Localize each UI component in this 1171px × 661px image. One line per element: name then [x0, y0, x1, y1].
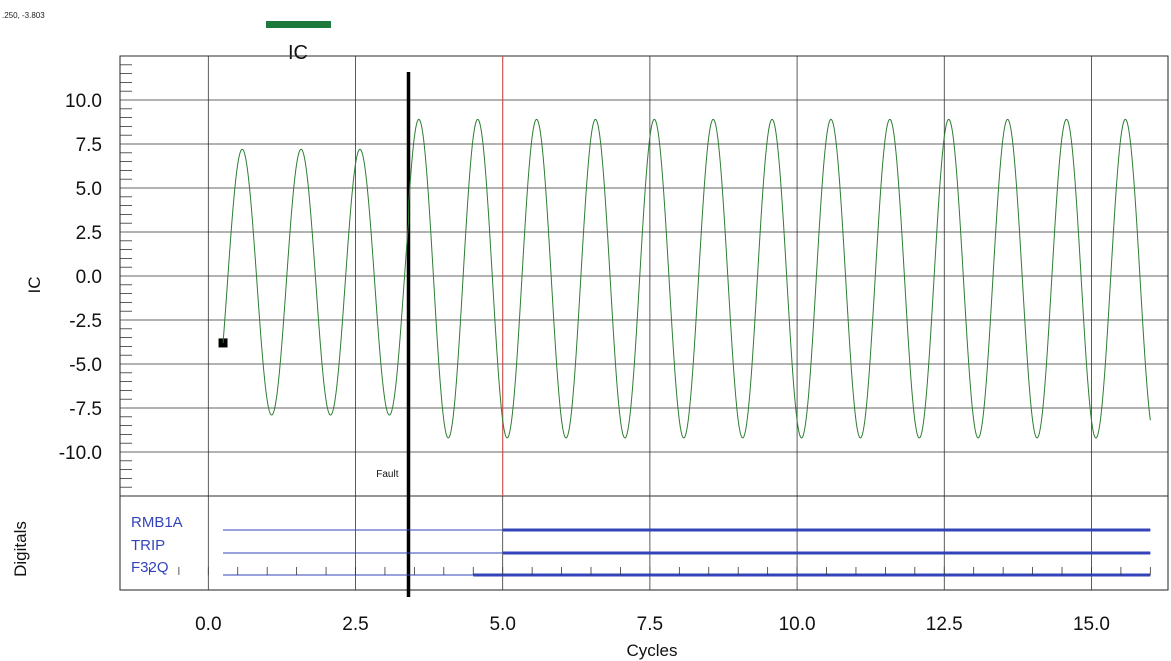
- digital-label-rmb1a: RMB1A: [131, 514, 183, 531]
- x-axis-label: Cycles: [626, 641, 677, 660]
- y-tick-label: -5.0: [69, 355, 102, 376]
- plot-frame: [119, 55, 1169, 591]
- title-color-bar: [266, 21, 331, 28]
- grid: [119, 55, 1169, 591]
- digital-label-trip: TRIP: [131, 537, 165, 554]
- x-tick-label: 5.0: [489, 614, 515, 635]
- y-tick-labels: 10.0 7.5 5.0 2.5 0.0 -2.5 -5.0 -7.5 -10.0: [59, 91, 102, 464]
- y-tick-label: 10.0: [65, 91, 102, 112]
- x-tick-label: 10.0: [779, 614, 816, 635]
- y-axis-label: IC: [25, 277, 44, 294]
- y-tick-label: 2.5: [76, 223, 102, 244]
- cursor-marker: [218, 338, 228, 348]
- y-tick-label: 5.0: [76, 179, 102, 200]
- y-minor-ticks: [120, 64, 132, 488]
- x-tick-label: 7.5: [637, 614, 663, 635]
- series-layer: [222, 118, 1151, 439]
- y-tick-label: -7.5: [69, 399, 102, 420]
- x-tick-label: 15.0: [1073, 614, 1110, 635]
- cursor-readout: .250, -3.803: [2, 11, 45, 20]
- chart-title: IC: [288, 42, 308, 64]
- y-tick-label: 0.0: [76, 267, 102, 288]
- y-tick-label: 7.5: [76, 135, 102, 156]
- x-tick-label: 2.5: [342, 614, 368, 635]
- y-tick-label: -10.0: [59, 443, 102, 464]
- y-tick-label: -2.5: [69, 311, 102, 332]
- x-tick-labels: 0.0 2.5 5.0 7.5 10.0 12.5 15.0: [195, 614, 1110, 635]
- series-line-ic: [222, 118, 1151, 439]
- x-tick-label: 0.0: [195, 614, 221, 635]
- fault-label: Fault: [376, 469, 398, 480]
- x-tick-label: 12.5: [926, 614, 963, 635]
- digitals-label: Digitals: [11, 521, 30, 577]
